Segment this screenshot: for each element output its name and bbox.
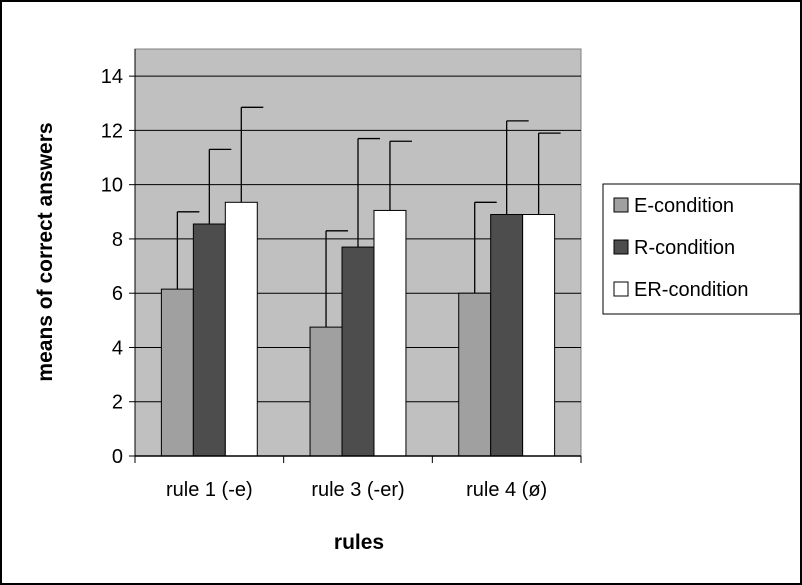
bar-er-condition xyxy=(522,214,556,457)
legend-swatch xyxy=(613,281,629,297)
x-axis-title: rules xyxy=(334,531,384,554)
y-tick-label: 12 xyxy=(101,120,123,142)
x-category-label: rule 3 (-er) xyxy=(311,479,404,501)
bars xyxy=(160,201,556,457)
legend-swatch xyxy=(613,239,629,255)
y-tick-label: 14 xyxy=(101,66,123,88)
x-category-labels: rule 1 (-e) rule 3 (-er) rule 4 (ø) xyxy=(166,479,547,501)
bar-e-condition xyxy=(458,292,492,457)
y-tick-label: 10 xyxy=(101,175,123,197)
legend-label: E-condition xyxy=(634,195,734,217)
error-bars xyxy=(176,106,561,328)
legend-label: R-condition xyxy=(634,237,735,259)
x-category-label: rule 4 (ø) xyxy=(466,479,547,501)
y-tick-label: 8 xyxy=(112,229,123,251)
bar-r-condition xyxy=(341,246,375,457)
y-tick-label: 0 xyxy=(112,446,123,468)
axes xyxy=(129,49,582,463)
bar-er-condition xyxy=(224,201,258,457)
legend-swatch xyxy=(613,197,629,213)
legend: E-condition R-condition ER-condition xyxy=(602,183,801,315)
y-tick-label: 2 xyxy=(112,392,123,414)
y-tick-label: 6 xyxy=(112,283,123,305)
x-category-label: rule 1 (-e) xyxy=(166,479,253,501)
legend-box xyxy=(602,183,801,315)
legend-label: ER-condition xyxy=(634,279,749,301)
y-axis-title: means of correct answers xyxy=(34,122,57,381)
bar-e-condition xyxy=(160,288,194,457)
bar-r-condition xyxy=(490,214,524,457)
y-tick-label: 4 xyxy=(112,337,123,359)
y-tick-labels: 0 2 4 6 8 10 12 14 xyxy=(101,66,123,468)
bar-e-condition xyxy=(309,326,343,457)
bar-er-condition xyxy=(373,209,407,457)
bar-r-condition xyxy=(192,223,226,457)
